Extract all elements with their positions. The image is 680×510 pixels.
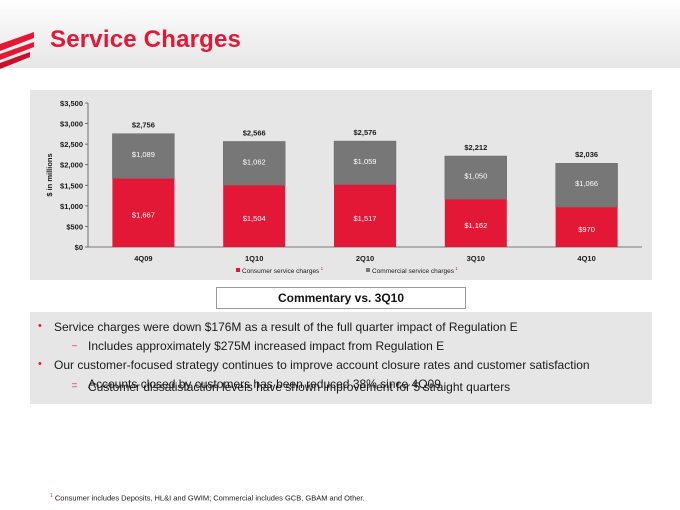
data-label-commercial: $1,089 — [132, 150, 155, 159]
bar-consumer — [112, 178, 175, 247]
bar-consumer — [334, 184, 396, 247]
commentary-heading: Commentary vs. 3Q10 — [216, 287, 466, 309]
y-tick-label: $2,000 — [60, 161, 83, 170]
bar-commercial — [112, 133, 175, 179]
y-tick-label: $2,500 — [60, 140, 83, 149]
y-tick-label: $1,500 — [60, 181, 83, 190]
data-label-commercial: $1,062 — [243, 157, 266, 166]
legend-label: Consumer service charges 1 — [242, 266, 324, 275]
sub-bullet-text: Customer dissatisfaction levels have sho… — [88, 380, 511, 394]
y-tick-label: $0 — [75, 243, 83, 252]
footnote-text: Consumer includes Deposits, HL&I and GWI… — [54, 493, 365, 503]
page-title: Service Charges — [50, 26, 242, 53]
y-tick-label: $3,000 — [60, 120, 83, 129]
sub-bullet-item: – Accounts closed by customers has been … — [72, 377, 441, 391]
x-tick-label: 2Q10 — [356, 254, 374, 263]
legend-superscript: 1 — [454, 266, 458, 271]
data-label-consumer: $1,517 — [354, 214, 377, 223]
header-band — [0, 0, 680, 68]
x-tick-label: 4Q10 — [577, 254, 595, 263]
y-axis-label: $ in millions — [45, 153, 54, 196]
data-label-commercial: $1,066 — [575, 179, 598, 188]
legend-label: Commercial service charges 1 — [372, 266, 458, 275]
data-label-commercial: $1,050 — [464, 172, 487, 181]
data-label-total: $2,566 — [243, 128, 266, 137]
y-tick-label: $1,000 — [60, 202, 83, 211]
footnote-marker: 1 — [50, 493, 53, 499]
legend-swatch — [236, 268, 240, 272]
bar-commercial — [333, 140, 397, 185]
x-tick-label: 4Q09 — [134, 254, 152, 263]
bullet-item: • Our customer-focused strategy continue… — [38, 358, 590, 372]
data-label-total: $2,576 — [354, 128, 377, 137]
sub-bullet-item: – Includes approximately $275M increased… — [72, 339, 445, 353]
bullet-text: Service charges were down $176M as a res… — [54, 320, 518, 334]
sub-bullet-marker: – — [72, 340, 78, 350]
sub-bullet-marker: – — [72, 381, 78, 391]
bar-commercial — [555, 163, 618, 208]
sub-bullet-marker: – — [72, 378, 78, 388]
data-label-consumer: $970 — [578, 225, 595, 234]
y-tick-label: $3,500 — [60, 99, 83, 108]
legend-superscript: 1 — [319, 266, 323, 271]
sub-bullet-text: Includes approximately $275M increased i… — [88, 339, 445, 353]
bar-consumer — [444, 199, 507, 247]
sub-bullet-text: Accounts closed by customers has been re… — [88, 377, 441, 391]
data-label-consumer: $1,504 — [243, 214, 266, 223]
bullet-text: Our customer-focused strategy continues … — [54, 358, 590, 372]
bar-consumer — [223, 185, 286, 247]
service-charges-chart: $0 $500 $1,000 $1,500 $2,000 $2,500 $3,000 $3,5… — [45, 99, 642, 275]
data-label-consumer: $1,667 — [132, 211, 155, 220]
bar-commercial — [222, 141, 286, 186]
data-label-total: $2,036 — [575, 150, 598, 159]
flag-logo-icon — [0, 32, 34, 69]
data-label-commercial: $1,059 — [354, 157, 377, 166]
legend-swatch — [366, 268, 370, 272]
sub-bullet-item: – Customer dissatisfaction levels have s… — [72, 380, 511, 394]
bullet-marker: • — [38, 320, 42, 332]
y-tick-label: $500 — [66, 222, 83, 231]
chart-panel: $0 $500 $1,000 $1,500 $2,000 $2,500 $3,000 $3,5… — [30, 90, 652, 280]
data-label-total: $2,212 — [464, 143, 487, 152]
bar-commercial — [444, 155, 507, 200]
bar-consumer — [555, 207, 618, 247]
bullet-item: • Service charges were down $176M as a r… — [38, 320, 518, 334]
data-label-consumer: $1,162 — [464, 221, 487, 230]
x-tick-label: 3Q10 — [467, 254, 485, 263]
bullet-marker: • — [38, 358, 42, 370]
footnote: 1 Consumer includes Deposits, HL&I and G… — [50, 493, 365, 503]
commentary-panel: • Service charges were down $176M as a r… — [30, 312, 652, 404]
data-label-total: $2,756 — [132, 121, 155, 130]
x-tick-label: 1Q10 — [245, 254, 263, 263]
